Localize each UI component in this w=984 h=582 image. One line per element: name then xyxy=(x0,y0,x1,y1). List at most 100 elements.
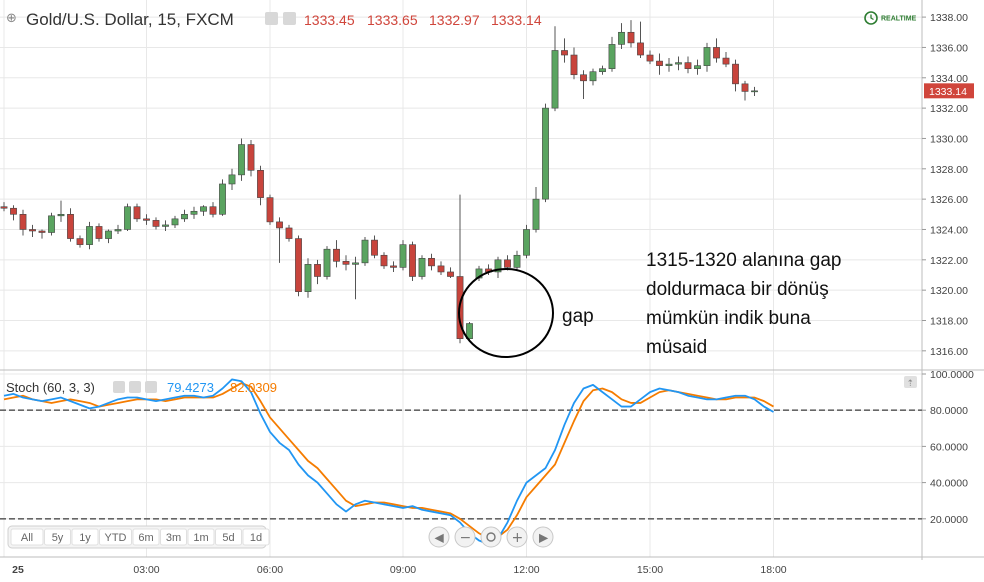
candle-body-up xyxy=(200,206,207,212)
candle xyxy=(504,255,511,271)
gap-circle xyxy=(458,268,554,358)
candle xyxy=(266,194,274,225)
candle-body-up xyxy=(190,210,198,215)
candle-body-up xyxy=(694,65,701,69)
range-button-ytd[interactable] xyxy=(99,528,132,546)
stoch-title: Stoch (60, 3, 3) xyxy=(6,380,95,395)
candle xyxy=(751,86,758,96)
nav-controls: ◀ − + ▶ xyxy=(428,526,554,548)
gear-icon[interactable] xyxy=(283,12,296,25)
candle-body-down xyxy=(627,31,635,44)
scroll-right-button[interactable] xyxy=(532,526,554,548)
candle xyxy=(741,80,749,101)
candle-body-up xyxy=(589,71,597,82)
maximize-arrow-icon: ⇡ xyxy=(907,379,915,389)
candle-body-down xyxy=(504,259,511,268)
candle-body-down xyxy=(380,254,388,267)
candle xyxy=(171,215,179,228)
zoom-out-button[interactable] xyxy=(454,526,476,548)
candle xyxy=(333,240,340,268)
candle xyxy=(152,217,160,230)
stoch-d-value: 82.0309 xyxy=(230,380,277,395)
candle-body-up xyxy=(228,174,236,185)
ohlc-low: 1332.97 xyxy=(429,12,480,28)
candle-body-down xyxy=(371,239,378,256)
range-button-label: All xyxy=(21,532,33,544)
candle-body-up xyxy=(48,215,55,233)
stoch-close-icon[interactable] xyxy=(145,381,157,393)
stoch-gear-icon[interactable] xyxy=(129,381,141,393)
candle xyxy=(143,214,150,225)
candle-body-up xyxy=(513,254,521,268)
maximize-pane-button[interactable] xyxy=(904,376,917,388)
candle xyxy=(580,70,587,100)
candle xyxy=(10,205,17,221)
candle-body-down xyxy=(646,54,654,62)
range-button-6m[interactable] xyxy=(132,528,160,546)
candle xyxy=(276,217,283,263)
candle-body-up xyxy=(608,44,616,69)
candle xyxy=(542,103,549,203)
chart-header: ⊕ Gold/U.S. Dollar, 15, FXCM 1333.45 133… xyxy=(6,10,542,29)
stoch-eye-icon[interactable] xyxy=(113,381,125,393)
range-button-5d[interactable] xyxy=(215,528,242,546)
candle-body-down xyxy=(29,229,36,232)
candle xyxy=(361,237,369,266)
reset-icon xyxy=(486,532,496,542)
note-line-4: müsaid xyxy=(646,337,707,358)
candle xyxy=(314,259,321,285)
candle-body-down xyxy=(10,207,17,215)
candle-body-down xyxy=(428,257,435,267)
stoch-series-line xyxy=(3,382,774,540)
range-button-label: 3m xyxy=(166,532,181,544)
candle-body-up xyxy=(219,183,226,215)
candle-body-down xyxy=(152,220,160,227)
candle-body-up xyxy=(466,323,473,339)
candle xyxy=(732,59,739,92)
last-price-badge: 1333.14 xyxy=(924,83,974,99)
range-button-1y[interactable] xyxy=(71,528,99,546)
range-button-3m[interactable] xyxy=(160,528,187,546)
stoch-axis: 20.0000 40.0000 60.0000 80.0000 100.0000 xyxy=(922,369,974,526)
symbol-title[interactable]: Gold/U.S. Dollar, 15, FXCM xyxy=(26,10,234,29)
candle xyxy=(532,187,540,233)
reset-button[interactable] xyxy=(480,526,502,548)
candle-body-up xyxy=(162,224,169,227)
candle-body-up xyxy=(352,262,359,265)
candle xyxy=(437,261,445,275)
zoom-in-button[interactable] xyxy=(506,526,528,548)
header-plus-icon[interactable]: ⊕ xyxy=(6,11,17,26)
price-tick-label: 1326.00 xyxy=(930,194,968,206)
candle xyxy=(133,203,141,222)
chevron-right-icon: ▶ xyxy=(539,531,549,545)
candle-body-up xyxy=(181,214,188,220)
note-line-2: doldurmaca bir dönüş xyxy=(646,279,829,300)
note-block: 1315-1320 alanına gap doldurmaca bir dön… xyxy=(646,250,841,358)
candle xyxy=(228,168,236,191)
stoch-header: Stoch (60, 3, 3) 79.4273 82.0309 ⇡ xyxy=(6,376,917,395)
candle xyxy=(646,50,654,65)
candle-body-down xyxy=(67,214,74,239)
candle xyxy=(570,47,578,80)
candle xyxy=(371,235,378,259)
candle xyxy=(257,165,264,206)
price-tick-label: 1328.00 xyxy=(930,164,968,176)
candle xyxy=(247,139,255,177)
eye-icon[interactable] xyxy=(265,12,278,25)
range-button-5y[interactable] xyxy=(44,528,71,546)
ohlc-open: 1333.45 xyxy=(304,12,355,28)
candle xyxy=(124,203,131,231)
candle xyxy=(209,202,217,218)
range-button-1d[interactable] xyxy=(242,528,270,546)
range-button-all[interactable] xyxy=(10,528,44,546)
candle xyxy=(399,240,407,271)
candle-body-down xyxy=(570,54,578,76)
stoch-tick-label: 40.0000 xyxy=(930,478,968,490)
candle-body-up xyxy=(675,62,682,65)
candle-body-up xyxy=(124,206,131,230)
scroll-left-button[interactable] xyxy=(428,526,450,548)
candle-body-down xyxy=(143,218,150,221)
range-button-1m[interactable] xyxy=(187,528,215,546)
chevron-left-icon: ◀ xyxy=(435,531,445,545)
